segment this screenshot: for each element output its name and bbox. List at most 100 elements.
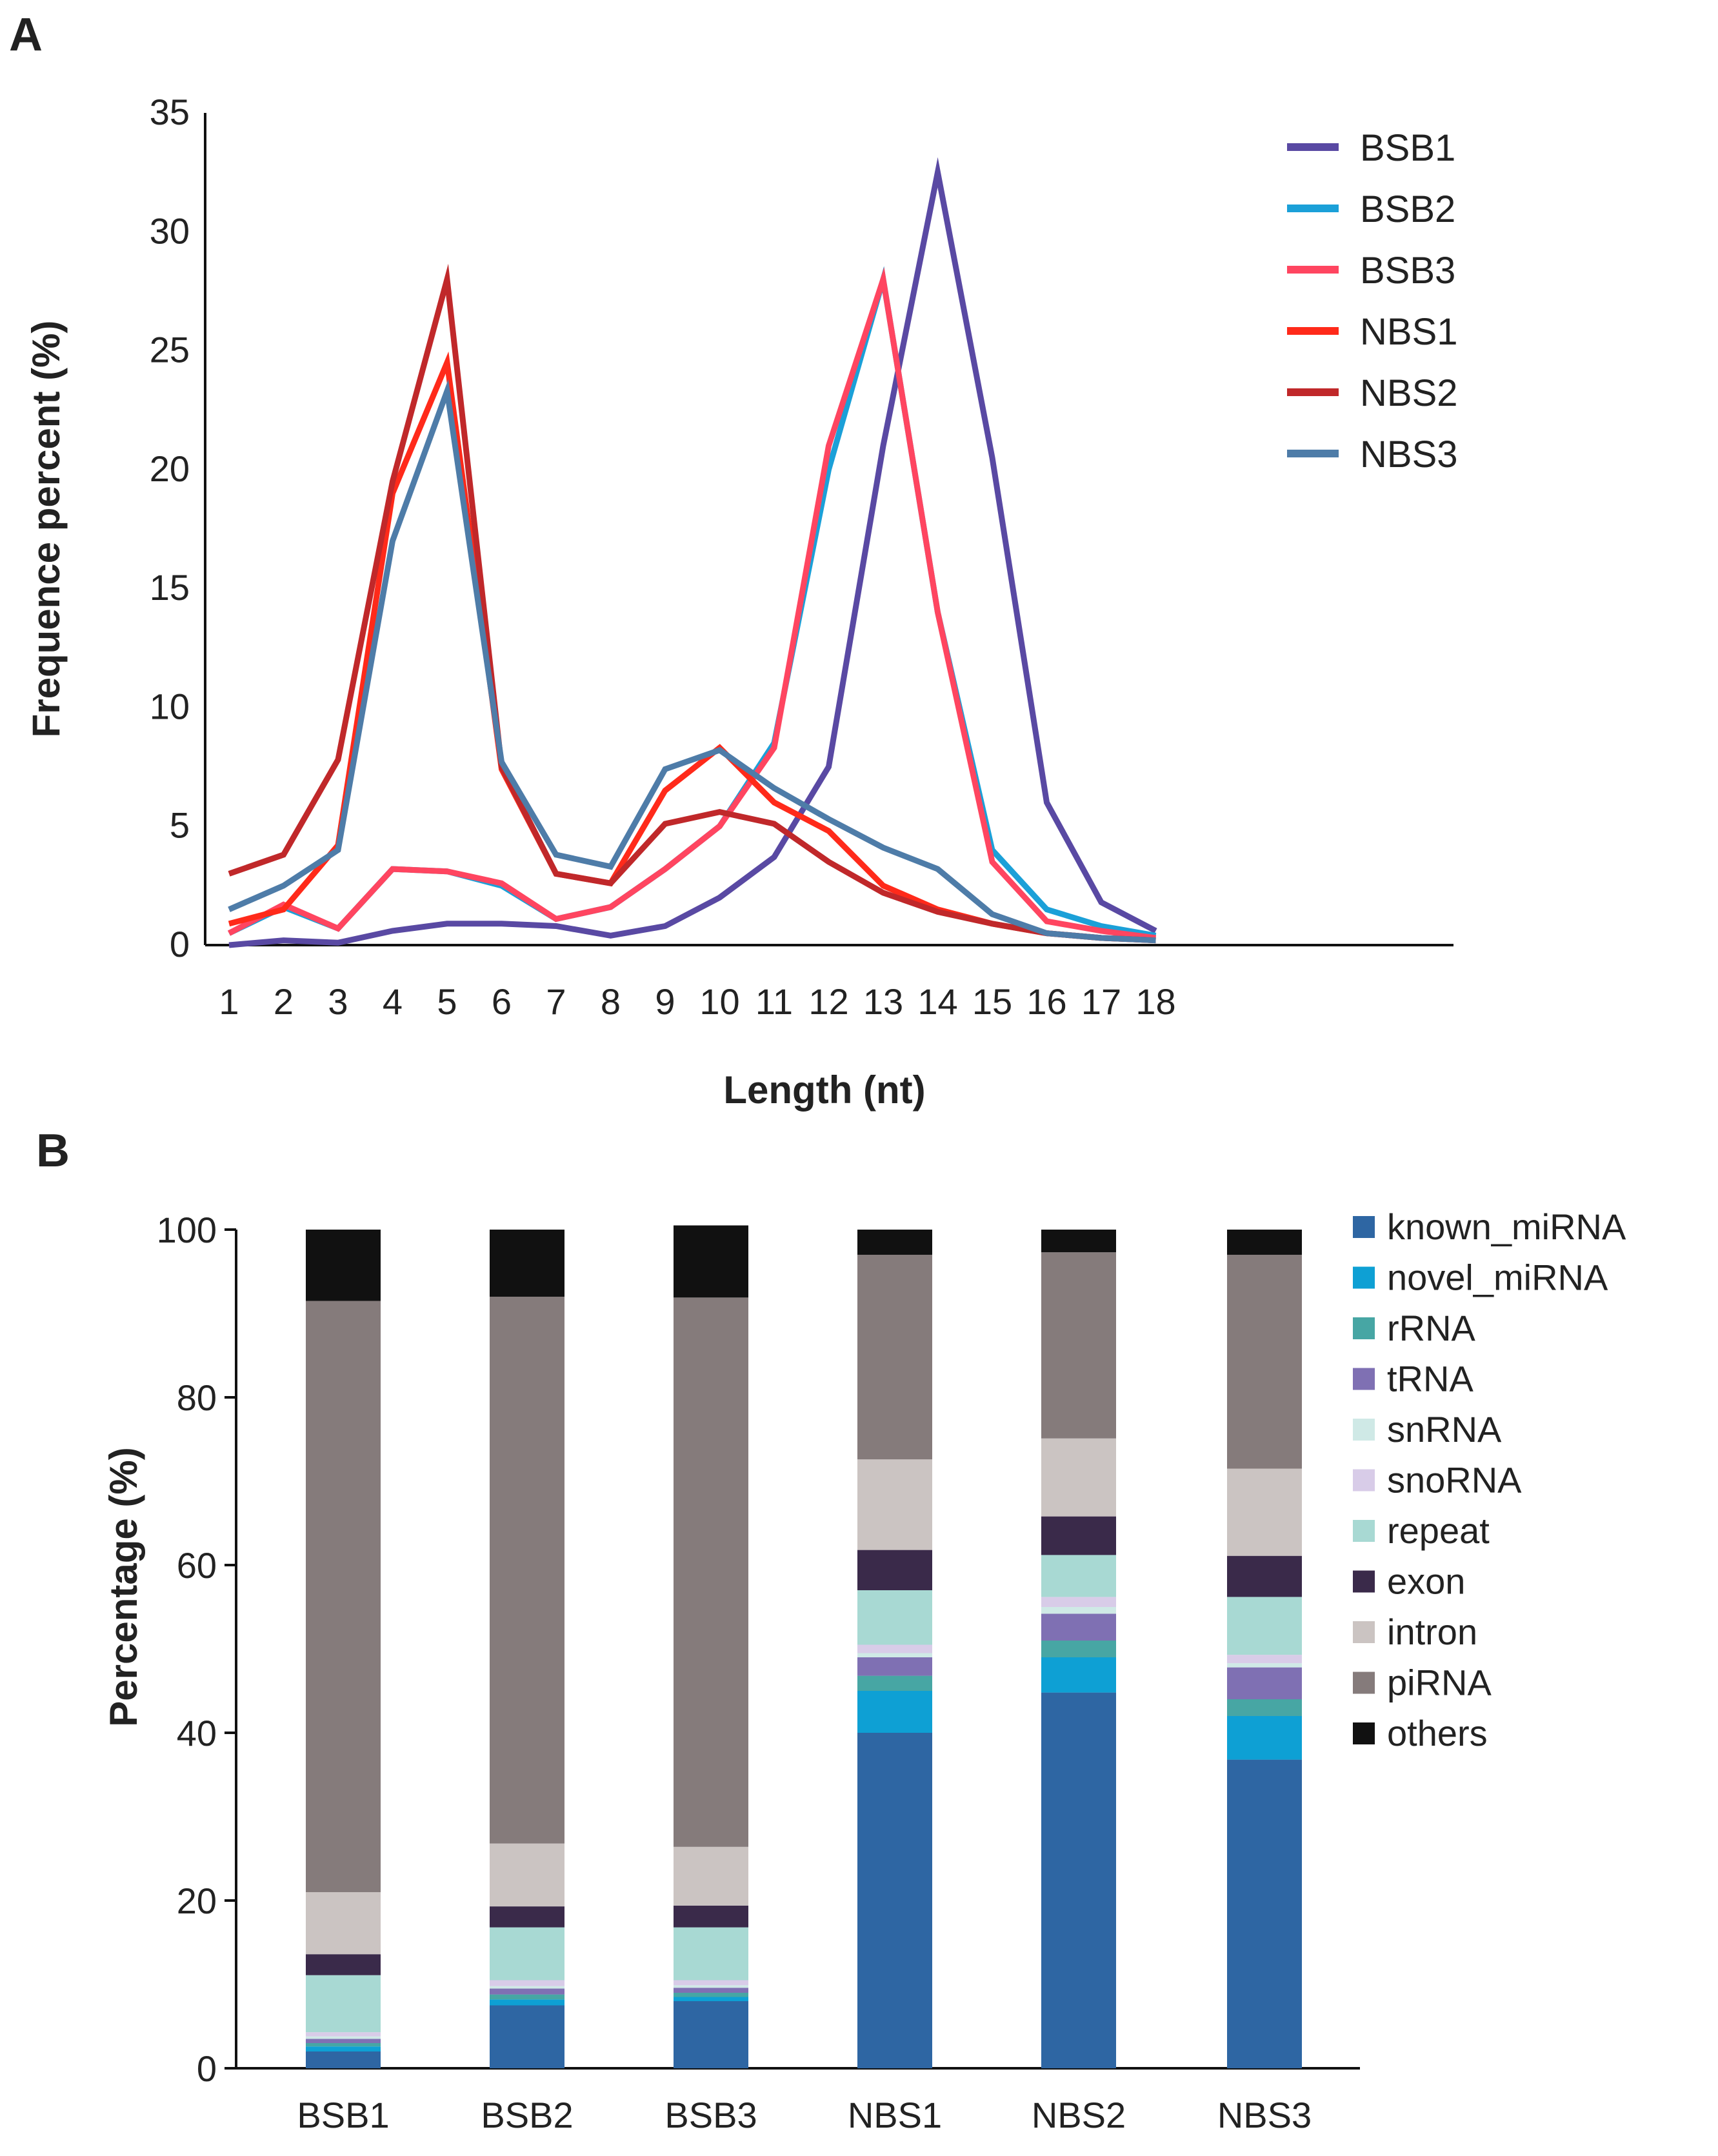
y-tick-label: 0 [170,924,190,964]
bar-segment-others [674,1225,748,1298]
bar-segment-trna [674,1988,748,1993]
bar-segment-intron [306,1892,381,1955]
bar-segment-repeat [857,1590,932,1645]
bar-segment-exon [490,1906,564,1928]
legend-swatch-rrna [1353,1317,1375,1339]
bar-segment-snorna [857,1644,932,1653]
y-axis-ticks: 0 5 10 15 20 25 30 35 [150,92,190,964]
series-lines [227,157,1157,948]
bar-segment-repeat [490,1927,564,1981]
bar-segment-known_mirna [674,2001,748,2068]
bar-segment-snrna [306,2036,381,2039]
x-tick-label: 10 [699,981,739,1022]
bar-stack-bsb1 [306,1230,381,2068]
x-tick-label: 5 [437,981,457,1022]
x-tick-label: BSB3 [664,2095,757,2135]
x-tick-label: 11 [755,981,793,1022]
bar-segment-pirna [306,1301,381,1892]
x-tick-label: 4 [383,981,403,1022]
x-tick-label: BSB1 [297,2095,389,2135]
legend-swatch-known_mirna [1353,1216,1375,1238]
x-tick-label: 8 [601,981,621,1022]
bar-segment-snorna [306,2032,381,2037]
bar-segment-repeat [1041,1555,1116,1597]
legend-swatch-pirna [1353,1672,1375,1694]
y-tick-label: 25 [150,330,190,370]
panel-b-label: B [36,1125,70,1177]
x-tick-label: NBS3 [1217,2095,1312,2135]
bar-segment-exon [306,1954,381,1975]
bar-segment-repeat [306,1975,381,2033]
x-tick-label: 14 [917,981,957,1022]
bar-stack-bsb2 [490,1230,564,2068]
bar-stack-nbs3 [1227,1230,1302,2068]
legend-label: snoRNA [1387,1460,1522,1501]
legend-label: rRNA [1387,1308,1476,1348]
x-tick-label: BSB2 [481,2095,573,2135]
bar-segment-novel_mirna [674,1997,748,2001]
x-axis-ticks: BSB1 BSB2 BSB3 NBS1 NBS2 NBS3 [297,2095,1312,2135]
bar-segment-snorna [1227,1655,1302,1664]
x-tick-label: 3 [328,981,348,1022]
bar-segment-snrna [1041,1607,1116,1614]
legend-swatch-exon [1353,1570,1375,1593]
bar-stack-bsb3 [674,1225,748,2068]
bar-segment-others [857,1230,932,1255]
bar-segment-snorna [1041,1597,1116,1607]
y-tick-label: 0 [197,2048,217,2089]
legend-label: tRNA [1387,1359,1473,1399]
x-tick-label: 7 [546,981,566,1022]
legend-swatch-others [1353,1722,1375,1744]
legend-label: repeat [1387,1510,1490,1551]
bar-segment-others [306,1230,381,1301]
y-tick-label: 100 [157,1210,217,1250]
bar-segment-trna [857,1657,932,1676]
legend-label: NBS1 [1360,311,1458,353]
bar-segment-novel_mirna [1041,1657,1116,1693]
bar-segment-known_mirna [490,2005,564,2068]
panel-a-label: A [9,9,43,61]
bar-segment-snorna [674,1980,748,1986]
bar-segment-intron [1227,1468,1302,1556]
x-tick-label: 2 [274,981,294,1022]
x-tick-label: NBS1 [848,2095,942,2135]
legend-label: novel_miRNA [1387,1257,1608,1298]
legend-swatch-repeat [1353,1520,1375,1542]
stacked-bars [306,1225,1302,2068]
y-tick-label: 35 [150,92,190,132]
bar-segment-novel_mirna [857,1691,932,1733]
bar-segment-pirna [490,1297,564,1844]
legend-label: BSB2 [1360,188,1455,230]
x-tick-label: 1 [219,981,239,1022]
bar-segment-trna [490,1988,564,1995]
bar-segment-others [1227,1230,1302,1255]
legend-swatch-novel_mirna [1353,1266,1375,1289]
y-tick-label: 5 [170,805,190,846]
bar-segment-novel_mirna [306,2046,381,2051]
x-tick-label: 13 [863,981,903,1022]
bar-segment-intron [1041,1438,1116,1517]
y-tick-label: 30 [150,210,190,251]
bar-segment-pirna [674,1297,748,1847]
bar-segment-exon [857,1550,932,1590]
legend-label: intron [1387,1612,1477,1652]
bar-segment-repeat [674,1927,748,1981]
legend-label: BSB1 [1360,127,1455,169]
bar-segment-rrna [1041,1641,1116,1657]
bar-segment-known_mirna [306,2051,381,2068]
bar-segment-snrna [1227,1663,1302,1668]
legend-label: piRNA [1387,1662,1492,1703]
bar-segment-trna [1227,1667,1302,1699]
bar-segment-novel_mirna [1227,1716,1302,1760]
bar-segment-exon [674,1905,748,1928]
legend-label: known_miRNA [1387,1206,1626,1247]
bar-segment-exon [1041,1516,1116,1555]
bar-stack-nbs1 [857,1230,932,2068]
bar-segment-known_mirna [1227,1759,1302,2068]
bar-segment-pirna [1227,1255,1302,1469]
x-axis-ticks: 1 2 3 4 5 6 7 8 9 10 11 12 13 14 15 16 17 18 [219,981,1175,1022]
legend: known_miRNA novel_miRNA rRNA tRNA snRNA snoRN… [1353,1206,1626,1753]
y-tick-label: 60 [177,1545,217,1586]
legend: BSB1 BSB2 BSB3 NBS1 NBS2 NBS3 [1287,127,1458,475]
x-tick-label: 12 [808,981,848,1022]
